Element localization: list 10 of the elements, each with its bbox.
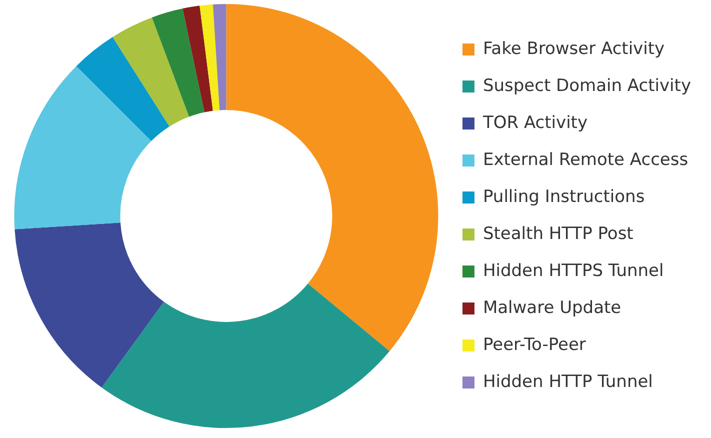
legend-label: Fake Browser Activity xyxy=(482,38,665,59)
legend-label: Peer-To-Peer xyxy=(482,334,586,355)
legend-label: TOR Activity xyxy=(482,112,588,133)
legend-label: Malware Update xyxy=(482,298,622,318)
legend-label: Stealth HTTP Post xyxy=(482,224,634,244)
legend-label: External Remote Access xyxy=(482,150,688,170)
legend-label: Pulling Instructions xyxy=(482,186,645,207)
legend-label: Hidden HTTP Tunnel xyxy=(482,372,653,392)
legend-label: Hidden HTTPS Tunnel xyxy=(482,260,664,281)
legend-label: Suspect Domain Activity xyxy=(482,76,692,96)
